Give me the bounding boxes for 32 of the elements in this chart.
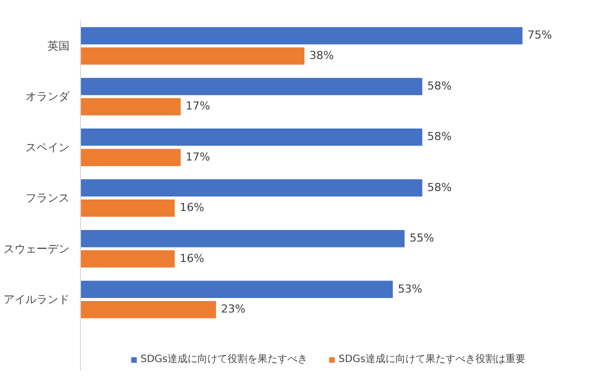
data-label: 58% bbox=[427, 180, 452, 194]
legend-label: SDGs達成に向けて果たすべき役割は重要 bbox=[338, 352, 526, 366]
y-tick-label: アイルランド bbox=[4, 292, 70, 306]
data-label: 58% bbox=[427, 130, 452, 144]
data-label: 53% bbox=[398, 282, 422, 296]
y-tick-label: スウェーデン bbox=[4, 242, 70, 256]
y-tick-label: スペイン bbox=[26, 140, 70, 154]
bar bbox=[80, 301, 216, 318]
data-label: 55% bbox=[410, 232, 434, 245]
bar bbox=[80, 47, 304, 65]
data-label: 58% bbox=[427, 79, 452, 92]
bar bbox=[80, 78, 422, 96]
bar bbox=[80, 280, 393, 298]
bar bbox=[80, 250, 175, 268]
y-tick-label: オランダ bbox=[26, 90, 70, 104]
data-label: 16% bbox=[180, 252, 204, 265]
legend-label: SDGs達成に向けて役割を果たすべき bbox=[140, 352, 308, 366]
bar bbox=[80, 27, 522, 44]
data-label: 16% bbox=[180, 201, 204, 214]
bar bbox=[80, 128, 422, 146]
bar bbox=[80, 230, 405, 248]
data-label: 75% bbox=[527, 28, 552, 42]
data-label: 23% bbox=[221, 302, 246, 316]
y-tick-label: 英国 bbox=[48, 39, 70, 52]
bar bbox=[80, 98, 181, 116]
bar bbox=[80, 179, 422, 197]
data-label: 17% bbox=[186, 150, 210, 164]
data-label: 38% bbox=[309, 49, 334, 62]
bar bbox=[80, 148, 181, 166]
data-label: 17% bbox=[186, 100, 210, 113]
bar bbox=[80, 200, 175, 217]
y-tick-label: フランス bbox=[26, 192, 70, 205]
